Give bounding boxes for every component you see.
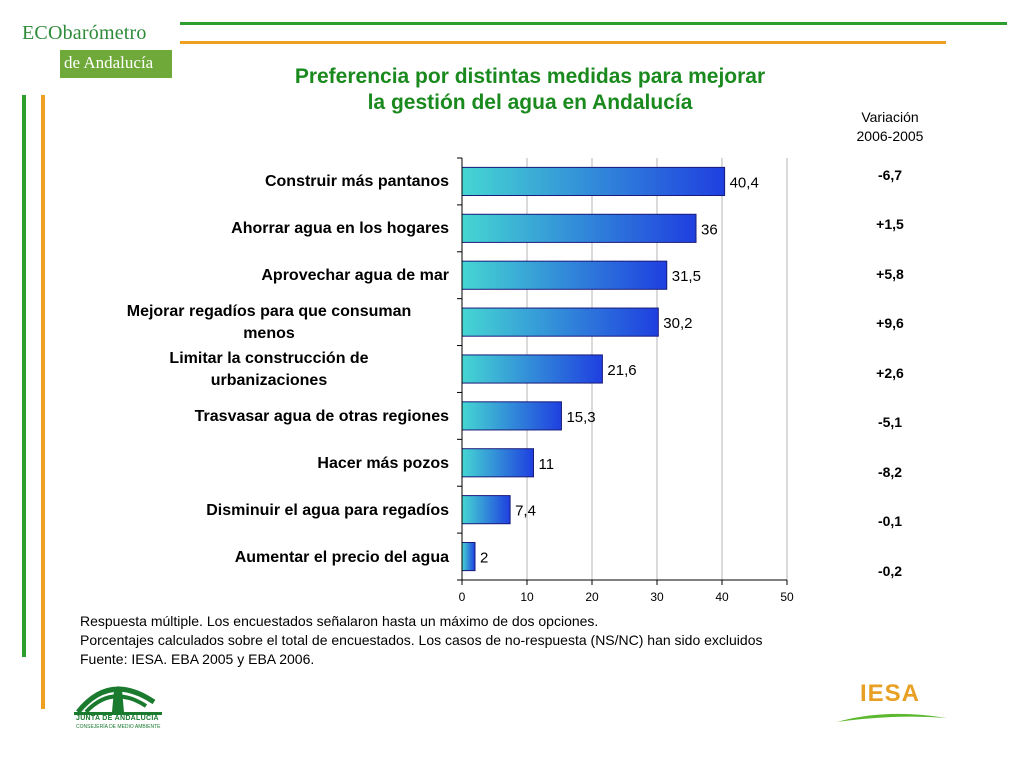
variation-value: +2,6 [876, 365, 904, 381]
variation-value: -0,1 [877, 513, 903, 529]
variation-value: -8,2 [877, 464, 903, 480]
variation-value: +5,8 [876, 266, 904, 282]
variation-header-line-1: Variación [861, 109, 919, 125]
title-line-2: la gestión del agua en Andalucía [367, 91, 693, 114]
bar [461, 401, 562, 431]
bar [461, 307, 659, 337]
bar-chart: 0 10 20 30 40 50 40,4 36 31,5 30,2 21,6 15,3 11 7,4 2 [457, 157, 794, 604]
footnote-line: Respuesta múltiple. Los encuestados seña… [80, 613, 599, 629]
x-tick-label: 0 [459, 590, 466, 604]
data-label: 2 [480, 550, 488, 567]
iesa-logo: IESA [835, 676, 955, 726]
axes: 0 10 20 30 40 50 [457, 157, 794, 604]
category-label-line: Trasvasar agua de otras regiones [194, 407, 449, 425]
x-tick-label: 30 [650, 590, 664, 604]
category-label-line: menos [243, 325, 295, 343]
category-label-line: Hacer más pozos [317, 454, 449, 472]
left-green-line [22, 95, 26, 657]
iesa-swoosh-icon [837, 713, 947, 722]
bar [461, 448, 534, 478]
data-label: 7,4 [515, 503, 536, 520]
junta-andalucia-logo: JUNTA DE ANDALUCIA CONSEJERÍA DE MEDIO A… [70, 672, 170, 734]
category-label: Construir más pantanos [89, 171, 449, 193]
x-tick-label: 20 [585, 590, 599, 604]
footnotes: Respuesta múltiple. Los encuestados seña… [80, 612, 763, 669]
category-label: Limitar la construcción de urbanizaciones [89, 348, 449, 392]
category-label: Trasvasar agua de otras regiones [89, 406, 449, 428]
variation-value: -0,2 [877, 563, 903, 579]
ecobarometro-logo: ECObarómetro de Andalucía [22, 20, 172, 80]
x-tick-label: 50 [780, 590, 794, 604]
x-tick-label: 10 [520, 590, 534, 604]
bar [461, 260, 668, 290]
variation-value: -6,7 [877, 167, 903, 183]
footnote-line: Fuente: IESA. EBA 2005 y EBA 2006. [80, 651, 315, 667]
title-line-1: Preferencia por distintas medidas para m… [294, 65, 766, 88]
category-label: Mejorar regadíos para que consuman menos [89, 301, 449, 345]
data-label: 36 [701, 221, 718, 238]
junta-emblem-icon [74, 686, 162, 715]
data-label: 21,6 [607, 362, 636, 379]
data-label: 40,4 [730, 174, 759, 191]
data-labels: 40,4 36 31,5 30,2 21,6 15,3 11 7,4 2 [480, 174, 759, 566]
category-label: Hacer más pozos [89, 453, 449, 475]
category-label-line: Mejorar regadíos para que consuman [126, 303, 412, 321]
category-label-line: Construir más pantanos [264, 173, 449, 191]
category-label-line: Disminuir el agua para regadíos [206, 501, 449, 519]
category-label-line: Aprovechar agua de mar [261, 267, 449, 285]
variation-value: -5,1 [877, 414, 903, 430]
bar [461, 166, 726, 197]
bar [461, 495, 511, 525]
top-orange-line [180, 41, 946, 44]
variation-value: +9,6 [876, 315, 904, 331]
chart-title: Preferencia por distintas medidas para m… [180, 64, 880, 116]
left-orange-line [41, 95, 45, 709]
data-label: 11 [539, 456, 555, 473]
x-tick-label: 40 [715, 590, 729, 604]
bars [461, 166, 726, 572]
category-label-line: urbanizaciones [210, 372, 328, 389]
category-label-line: Ahorrar agua en los hogares [231, 220, 449, 238]
variation-value: +1,5 [876, 216, 904, 232]
variation-header-line-2: 2006-2005 [856, 128, 924, 144]
data-label: 31,5 [672, 268, 701, 285]
bar [461, 354, 603, 384]
bar [461, 213, 697, 243]
category-label-line: Aumentar el precio del agua [234, 548, 449, 566]
category-label: Aprovechar agua de mar [89, 265, 449, 287]
data-label: 30,2 [663, 315, 692, 332]
data-label: 15,3 [566, 409, 595, 426]
category-label: Aumentar el precio del agua [89, 547, 449, 569]
top-green-line [180, 22, 1007, 25]
variation-header: Variación 2006-2005 [820, 108, 960, 146]
category-label: Disminuir el agua para regadíos [89, 500, 449, 522]
category-label-line: Limitar la construcción de [169, 350, 369, 367]
bar [461, 541, 476, 572]
category-label: Ahorrar agua en los hogares [89, 218, 449, 240]
footnote-line: Porcentajes calculados sobre el total de… [80, 632, 763, 648]
